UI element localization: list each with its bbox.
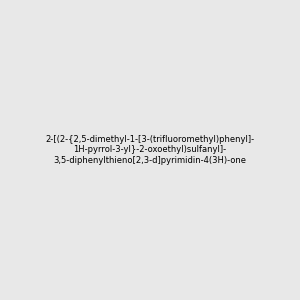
Text: 2-[(2-{2,5-dimethyl-1-[3-(trifluoromethyl)phenyl]-
1H-pyrrol-3-yl}-2-oxoethyl)su: 2-[(2-{2,5-dimethyl-1-[3-(trifluoromethy…	[45, 135, 255, 165]
